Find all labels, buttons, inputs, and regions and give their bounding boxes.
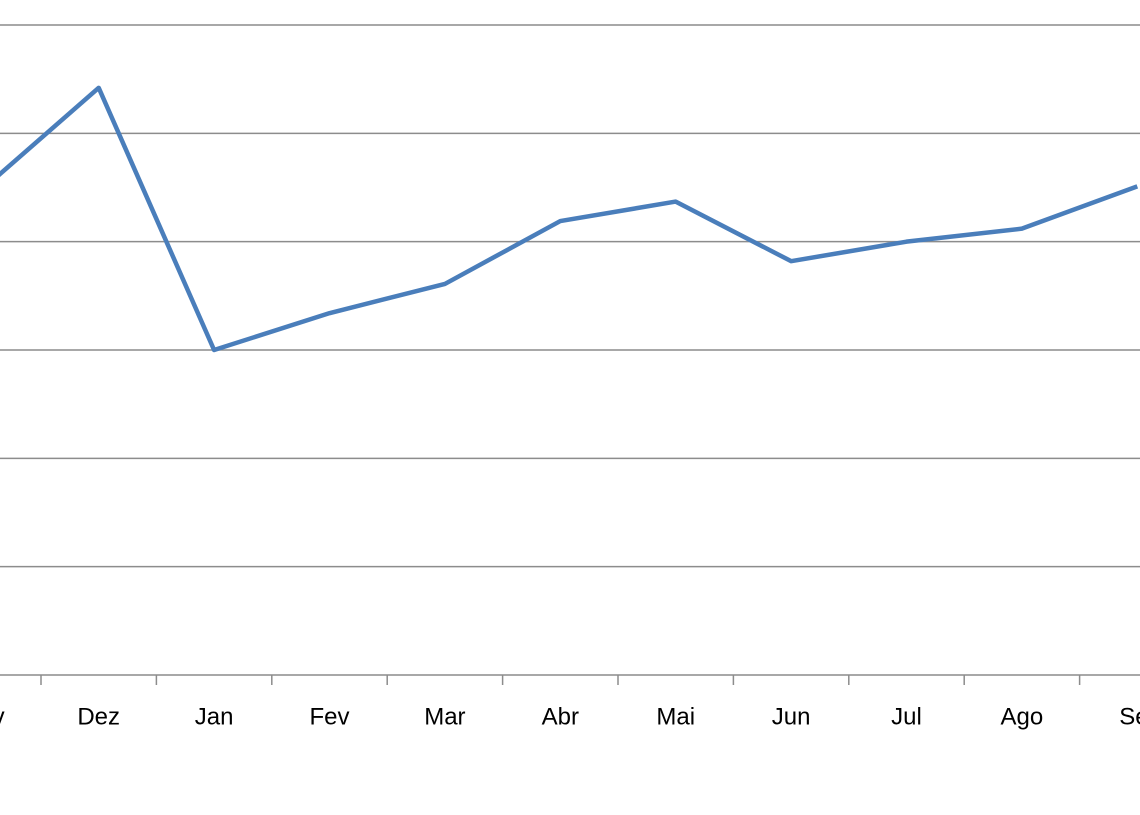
x-tick-label: Mar	[424, 703, 465, 730]
x-tick-label: Jun	[772, 703, 811, 730]
x-tick-label: Dez	[77, 703, 120, 730]
x-tick-label: Abr	[542, 703, 579, 730]
x-tick-label: Ago	[1001, 703, 1044, 730]
data-line	[0, 85, 1139, 353]
x-tick-label: Jul	[891, 703, 922, 730]
x-tick-label: Nov	[0, 703, 5, 730]
x-tick-label: Set	[1119, 703, 1140, 730]
x-tick-label: Jan	[195, 703, 234, 730]
x-tick-label: Fev	[309, 703, 349, 730]
x-tick-label: Mai	[656, 703, 695, 730]
